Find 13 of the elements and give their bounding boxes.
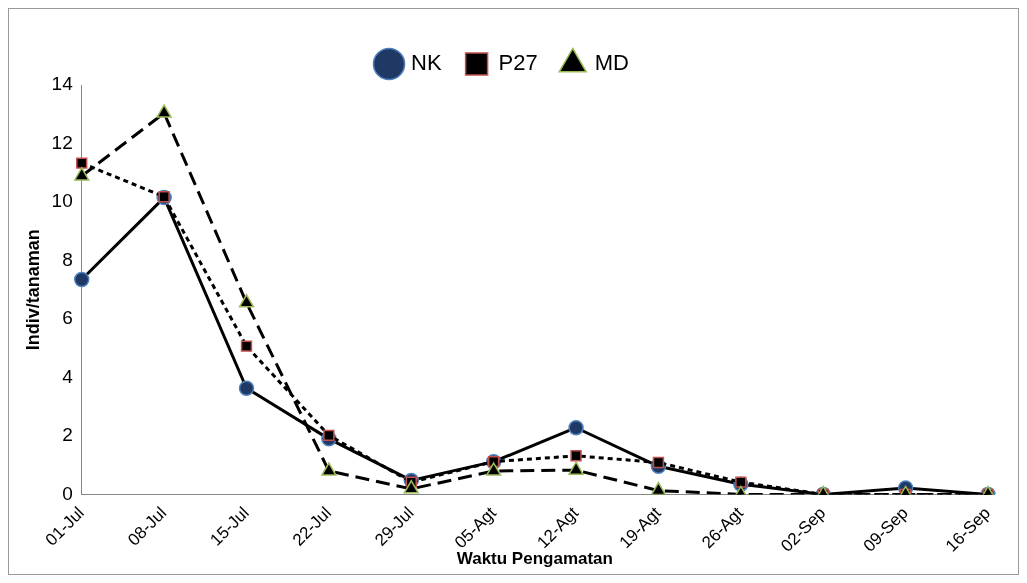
y-tick-label: 2 [62, 424, 73, 446]
legend-label: P27 [498, 50, 538, 76]
y-tick-label: 12 [51, 131, 73, 153]
legend-label: NK [411, 50, 442, 76]
y-tick-label: 0 [62, 482, 73, 504]
y-tick-label: 6 [62, 307, 73, 329]
x-axis-title: Waktu Pengamatan [456, 549, 613, 569]
y-tick-label: 10 [51, 190, 73, 212]
y-tick-label: 4 [62, 365, 74, 387]
y-tick-label: 8 [62, 248, 73, 270]
y-axis-title: Indiv/tanaman [22, 229, 43, 351]
legend-label: MD [594, 50, 629, 76]
y-tick-label: 14 [51, 73, 74, 95]
